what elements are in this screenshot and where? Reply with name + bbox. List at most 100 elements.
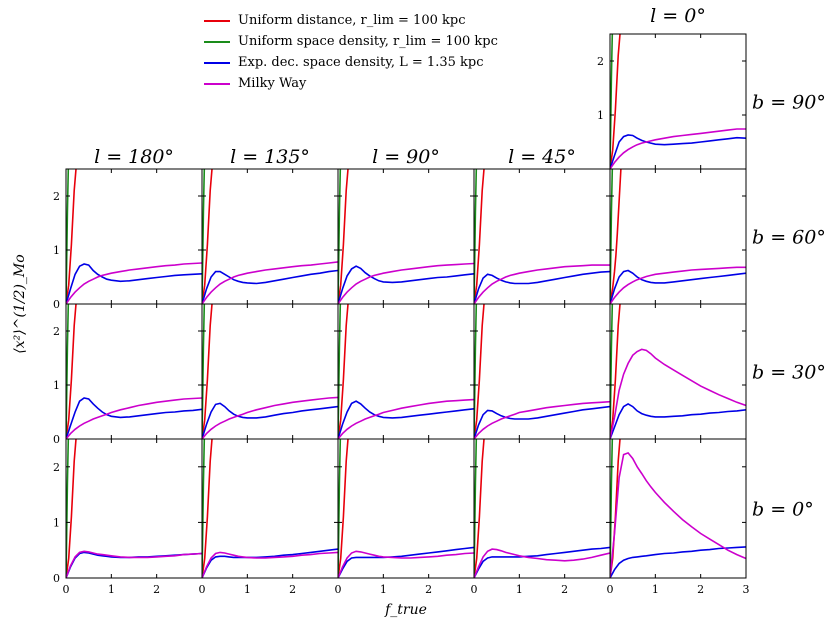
panel-r2-c2 (337, 303, 475, 440)
panel-r0-c4 (609, 33, 747, 170)
panel-r1-c0 (65, 168, 203, 305)
series-uniform-distance-r0-c4 (610, 34, 621, 169)
y-tick-label: 2 (53, 325, 60, 338)
series-exp-dec-space-density-r2-c0 (66, 397, 202, 439)
y-tick-label: 1 (597, 109, 604, 122)
x-tick-label: 0 (335, 583, 342, 596)
panel-frame (201, 168, 339, 305)
y-tick-label: 2 (53, 190, 60, 203)
x-tick-label: 1 (380, 583, 387, 596)
x-tick-label: 0 (471, 583, 478, 596)
y-tick-label: 1 (53, 244, 60, 257)
series-exp-dec-space-density-r1-c4 (610, 269, 746, 304)
series-milky-way-r0-c4 (610, 128, 746, 169)
column-title-2: l = 90° (372, 146, 440, 168)
series-milky-way-r1-c3 (474, 264, 610, 304)
y-tick-label: 0 (53, 298, 60, 311)
x-tick-label: 0 (607, 583, 614, 596)
x-tick-label: 1 (652, 583, 659, 596)
legend-entry-milky-way: Milky Way (204, 73, 534, 94)
row-title-3: b = 0° (752, 499, 814, 521)
x-tick-label: 2 (289, 583, 296, 596)
panel-r3-c0 (65, 438, 203, 579)
series-milky-way-r1-c2 (338, 262, 474, 304)
x-tick-label: 0 (63, 583, 70, 596)
series-exp-dec-space-density-r1-c2 (338, 265, 474, 304)
series-milky-way-r2-c1 (202, 396, 338, 439)
series-uniform-distance-r1-c2 (338, 169, 349, 304)
y-tick-label: 2 (597, 55, 604, 68)
series-milky-way-r3-c1 (202, 551, 338, 578)
panel-frame (609, 438, 747, 579)
y-tick-label: 0 (53, 572, 60, 585)
legend-swatch-exp-dec-space-density (204, 62, 230, 64)
series-uniform-distance-r1-c4 (610, 169, 622, 304)
x-tick-label: 0 (199, 583, 206, 596)
x-tick-label: 3 (743, 583, 750, 596)
x-tick-label: 1 (108, 583, 115, 596)
series-milky-way-r3-c0 (66, 550, 202, 578)
series-exp-dec-space-density-r3-c3 (474, 546, 610, 578)
panel-frame (337, 303, 475, 440)
series-exp-dec-space-density-r2-c4 (610, 402, 746, 439)
column-title-4: l = 0° (650, 5, 706, 27)
series-exp-dec-space-density-r1-c1 (202, 269, 338, 304)
series-milky-way-r2-c0 (66, 397, 202, 439)
legend-swatch-milky-way (204, 83, 230, 85)
series-uniform-distance-r2-c2 (338, 304, 349, 439)
panel-r3-c4 (609, 438, 747, 579)
row-title-1: b = 60° (752, 227, 826, 249)
legend-label-uniform-space-density: Uniform space density, r_lim = 100 kpc (238, 34, 498, 49)
legend: Uniform distance, r_lim = 100 kpc Unifor… (204, 10, 534, 94)
x-tick-label: 2 (425, 583, 432, 596)
series-exp-dec-space-density-r2-c2 (338, 400, 474, 439)
series-uniform-distance-r3-c3 (474, 439, 485, 578)
y-tick-label: 1 (53, 379, 60, 392)
row-title-2: b = 30° (752, 362, 826, 384)
column-title-0: l = 180° (94, 146, 174, 168)
x-axis-label: f_true (384, 602, 427, 618)
series-uniform-distance-r2-c1 (202, 304, 213, 439)
row-title-0: b = 90° (752, 92, 826, 114)
panel-frame (609, 303, 747, 440)
series-milky-way-r1-c1 (202, 261, 338, 304)
legend-swatch-uniform-space-density (204, 41, 230, 43)
panel-frame (65, 303, 203, 440)
series-exp-dec-space-density-r3-c0 (66, 551, 202, 578)
series-uniform-distance-r1-c1 (202, 169, 213, 304)
x-tick-label: 2 (153, 583, 160, 596)
panel-r3-c1 (201, 438, 339, 579)
column-title-3: l = 45° (508, 146, 576, 168)
series-uniform-distance-r2-c0 (66, 304, 77, 439)
y-tick-label: 0 (53, 433, 60, 446)
column-title-1: l = 135° (230, 146, 310, 168)
panel-r1-c2 (337, 168, 475, 305)
x-tick-label: 2 (697, 583, 704, 596)
panel-r1-c4 (609, 168, 747, 305)
panel-r1-c3 (473, 168, 611, 305)
series-uniform-distance-r1-c3 (474, 169, 485, 304)
panel-frame (473, 168, 611, 305)
series-exp-dec-space-density-r2-c3 (474, 405, 610, 439)
panel-r2-c1 (201, 303, 339, 440)
series-uniform-distance-r3-c1 (202, 439, 213, 578)
series-uniform-distance-r3-c2 (338, 439, 349, 578)
series-uniform-distance-r2-c4 (610, 304, 621, 439)
series-exp-dec-space-density-r1-c0 (66, 263, 202, 304)
x-tick-label: 2 (561, 583, 568, 596)
series-milky-way-r2-c3 (474, 400, 610, 439)
legend-entry-uniform-distance: Uniform distance, r_lim = 100 kpc (204, 10, 534, 31)
panel-frame (337, 168, 475, 305)
series-exp-dec-space-density-r1-c3 (474, 270, 610, 304)
series-milky-way-r3-c2 (338, 550, 474, 578)
series-exp-dec-space-density-r2-c1 (202, 402, 338, 439)
panel-r3-c2 (337, 438, 475, 579)
panel-frame (201, 303, 339, 440)
series-exp-dec-space-density-r0-c4 (610, 134, 746, 169)
series-milky-way-r3-c4 (610, 451, 746, 578)
panel-r1-c1 (201, 168, 339, 305)
series-uniform-distance-r2-c3 (474, 304, 485, 439)
series-uniform-distance-r1-c0 (66, 169, 77, 304)
panel-frame (473, 303, 611, 440)
